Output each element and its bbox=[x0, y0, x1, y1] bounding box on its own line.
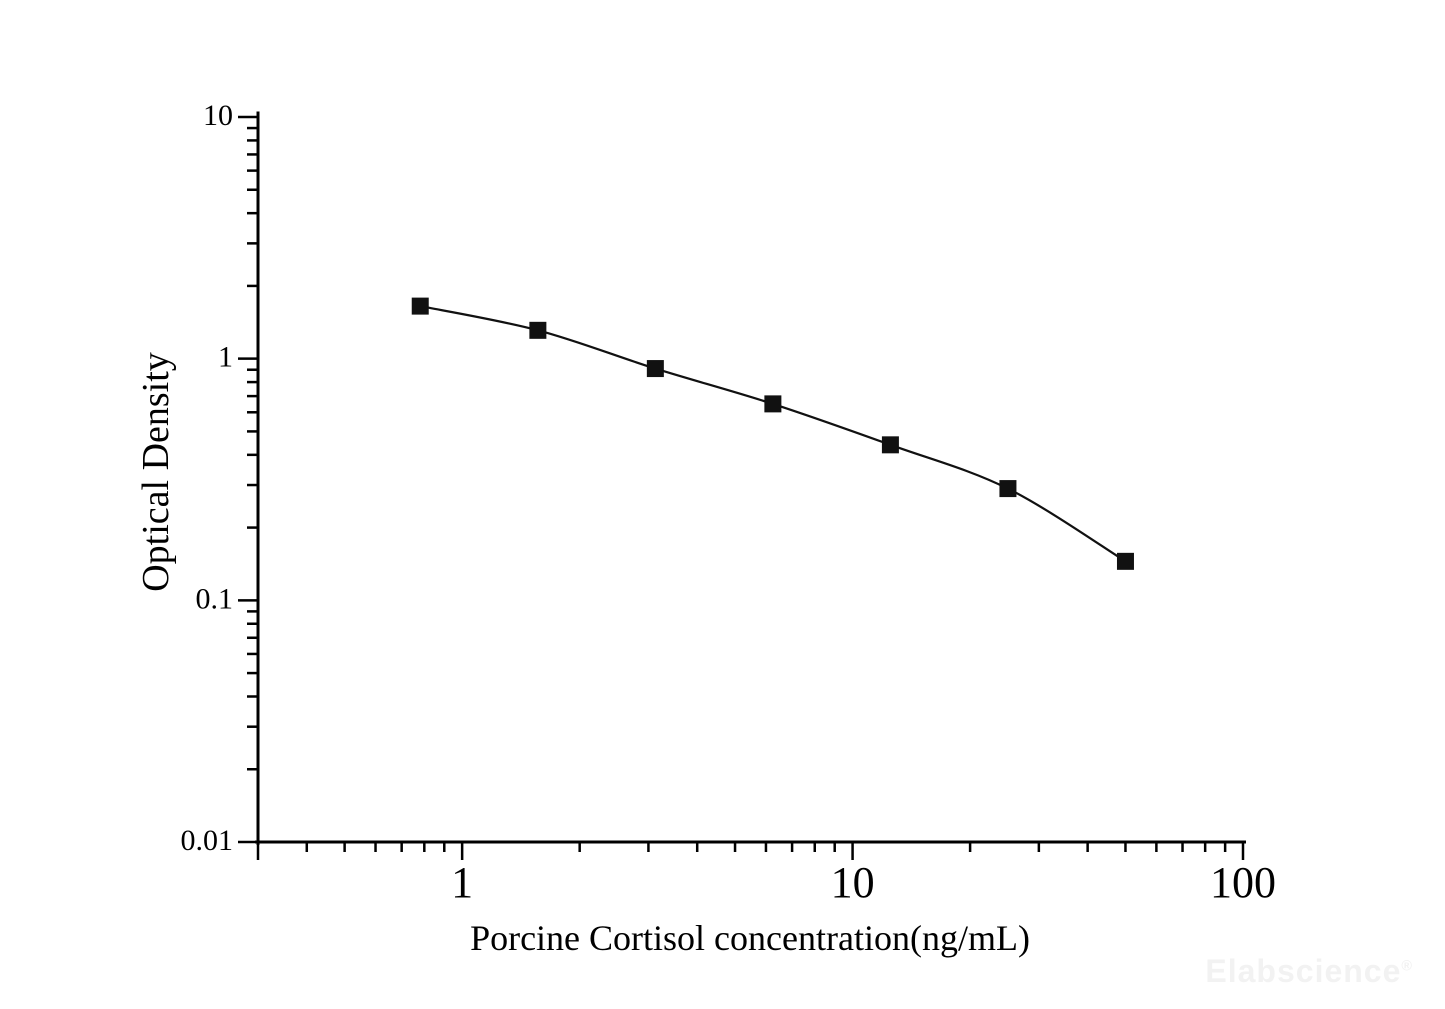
data-point-marker bbox=[411, 297, 429, 315]
axes: 1 10 100 10 1 0.1 0.01 bbox=[181, 99, 1277, 907]
data-point-marker bbox=[764, 395, 782, 413]
data-point-marker bbox=[529, 321, 547, 339]
y-tick-label: 1 bbox=[218, 341, 233, 374]
data-point-marker bbox=[1116, 552, 1134, 570]
x-axis-title: Porcine Cortisol concentration(ng/mL) bbox=[470, 918, 1030, 958]
watermark-text: Elabscience bbox=[1205, 953, 1402, 989]
x-tick-label: 100 bbox=[1210, 858, 1276, 907]
y-tick-label: 0.01 bbox=[181, 824, 234, 857]
x-tick-label: 1 bbox=[451, 858, 473, 907]
registered-mark-icon: ® bbox=[1401, 958, 1412, 975]
data-point-marker bbox=[646, 360, 664, 378]
data-point-marker bbox=[881, 436, 899, 454]
data-series bbox=[411, 297, 1134, 570]
watermark-logo: Elabscience® bbox=[1205, 953, 1412, 990]
y-tick-label: 10 bbox=[203, 99, 233, 132]
x-tick-label: 10 bbox=[831, 858, 875, 907]
y-tick-label: 0.1 bbox=[196, 582, 234, 615]
y-axis-title: Optical Density bbox=[135, 352, 177, 592]
data-point-marker bbox=[999, 480, 1017, 498]
fit-curve bbox=[419, 305, 1127, 563]
